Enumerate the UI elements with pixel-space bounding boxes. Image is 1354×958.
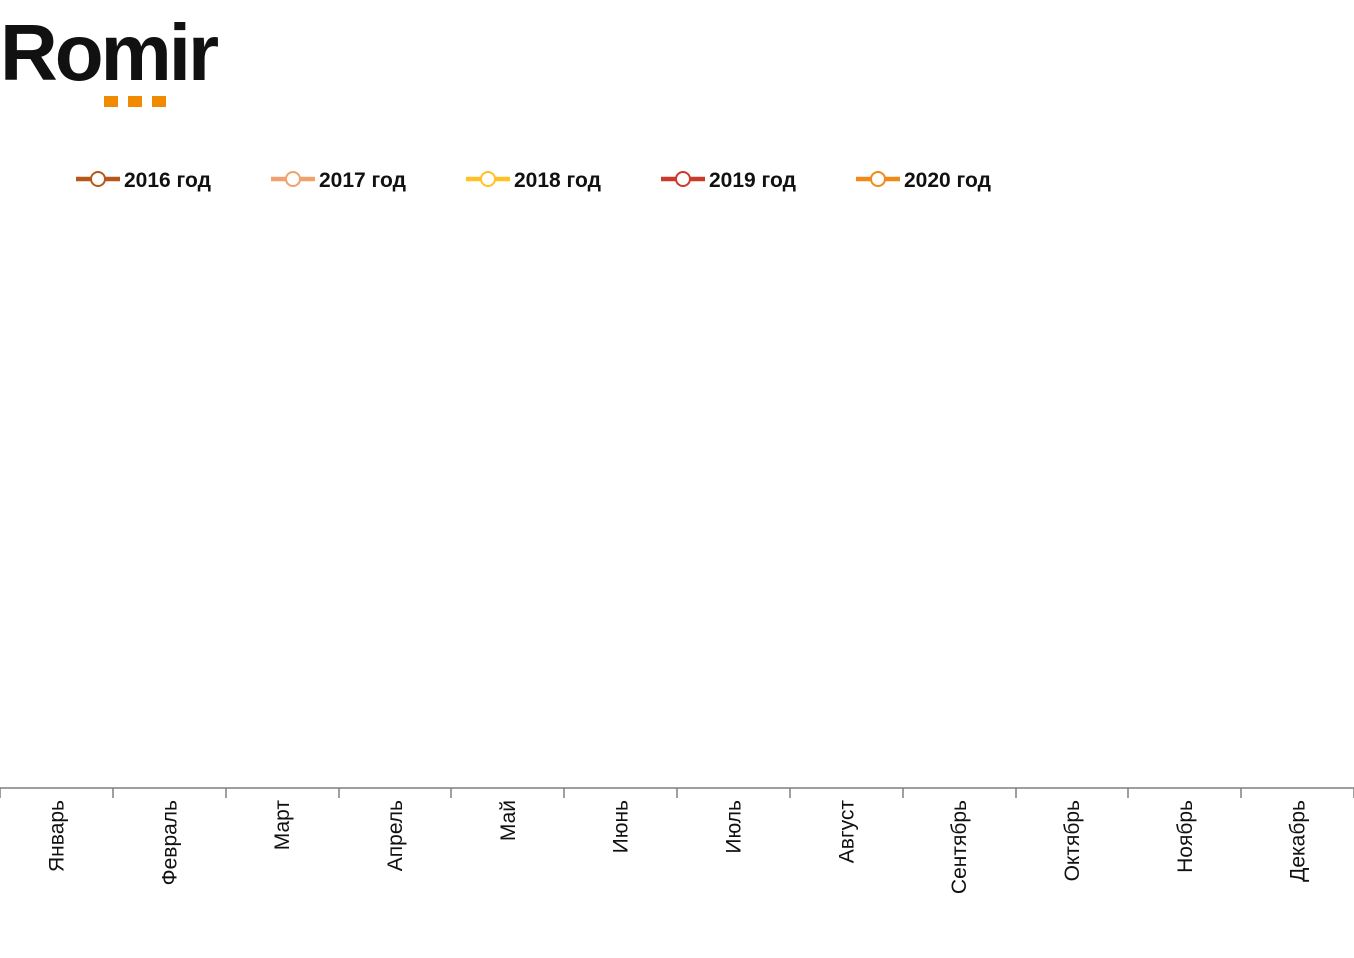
legend-swatch-marker	[480, 171, 496, 187]
x-tick-label: Май	[497, 800, 520, 841]
legend-label: 2020 год	[904, 169, 991, 192]
x-tick-label: Февраль	[158, 800, 181, 885]
legend-label: 2018 год	[514, 169, 601, 192]
x-tick-label: Декабрь	[1287, 800, 1310, 882]
legend-label: 2019 год	[709, 169, 796, 192]
logo-dots	[104, 94, 176, 112]
legend-swatch-marker	[285, 171, 301, 187]
legend-swatch-marker	[90, 171, 106, 187]
x-tick-label: Январь	[45, 800, 68, 872]
legend-swatch-marker	[870, 171, 886, 187]
x-tick-label: Сентябрь	[948, 800, 971, 894]
x-tick-label: Июнь	[610, 800, 633, 853]
legend-label: 2016 год	[124, 169, 211, 192]
legend-label: 2017 год	[319, 169, 406, 192]
x-tick-label: Октябрь	[1061, 800, 1084, 881]
x-tick-label: Ноябрь	[1174, 800, 1197, 873]
x-tick-label: Август	[835, 800, 858, 864]
logo-text: Romir	[0, 8, 219, 97]
x-tick-label: Март	[271, 800, 294, 851]
romir-logo: Romir	[0, 8, 240, 108]
legend-swatch-marker	[675, 171, 691, 187]
x-tick-label: Апрель	[384, 800, 407, 871]
x-tick-label: Июль	[722, 800, 745, 854]
